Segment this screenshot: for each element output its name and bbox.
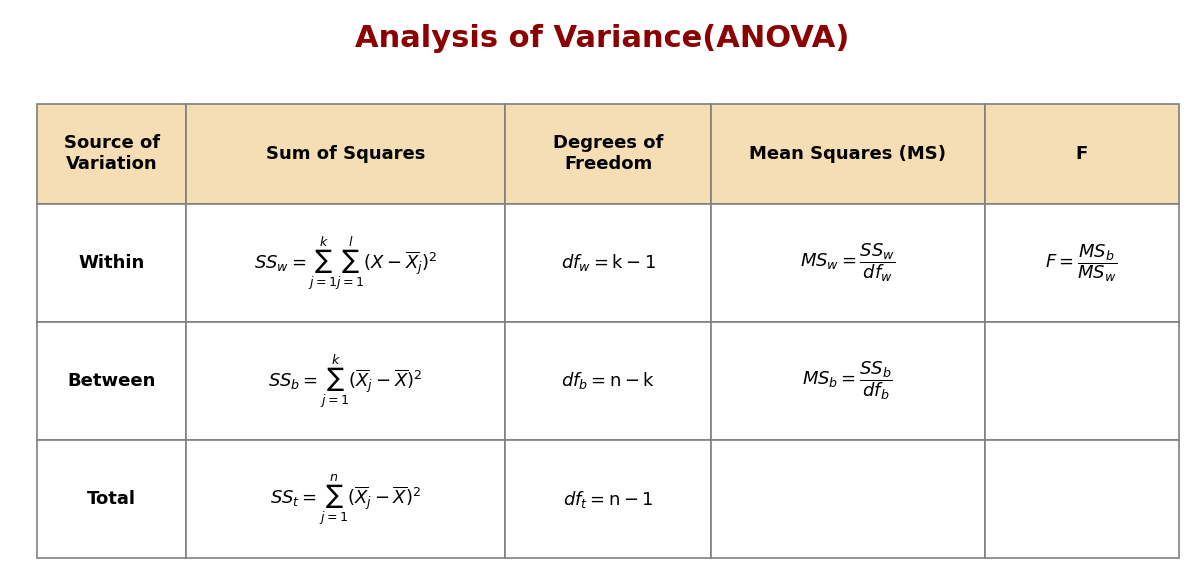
Text: $df_w = \mathrm{k} - 1$: $df_w = \mathrm{k} - 1$ [561,252,655,274]
Text: Sum of Squares: Sum of Squares [266,144,425,163]
Text: $MS_w = \dfrac{SS_w}{df_w}$: $MS_w = \dfrac{SS_w}{df_w}$ [799,242,896,284]
FancyBboxPatch shape [37,440,185,558]
FancyBboxPatch shape [37,322,185,440]
Text: Between: Between [67,372,155,390]
FancyBboxPatch shape [985,440,1179,558]
FancyBboxPatch shape [37,104,185,204]
FancyBboxPatch shape [985,104,1179,204]
FancyBboxPatch shape [37,204,185,322]
Text: Mean Squares (MS): Mean Squares (MS) [749,144,946,163]
FancyBboxPatch shape [185,322,506,440]
Text: $SS_w = \sum_{j=1}^{k}\sum_{j=1}^{l}(X-\overline{X}_j)^2$: $SS_w = \sum_{j=1}^{k}\sum_{j=1}^{l}(X-\… [254,234,437,292]
FancyBboxPatch shape [710,204,985,322]
FancyBboxPatch shape [506,440,710,558]
FancyBboxPatch shape [710,104,985,204]
Text: $SS_b = \sum_{j=1}^{k}(\overline{X}_j - \overline{X})^2$: $SS_b = \sum_{j=1}^{k}(\overline{X}_j - … [268,352,423,410]
FancyBboxPatch shape [710,440,985,558]
Text: $df_b = \mathrm{n} - \mathrm{k}$: $df_b = \mathrm{n} - \mathrm{k}$ [561,371,655,392]
Text: $MS_b = \dfrac{SS_b}{df_b}$: $MS_b = \dfrac{SS_b}{df_b}$ [802,360,893,403]
FancyBboxPatch shape [506,322,710,440]
FancyBboxPatch shape [185,104,506,204]
FancyBboxPatch shape [506,204,710,322]
FancyBboxPatch shape [185,440,506,558]
FancyBboxPatch shape [985,322,1179,440]
Text: Within: Within [78,254,144,272]
Text: $SS_t = \sum_{j=1}^{n}(\overline{X}_j - \overline{X})^2$: $SS_t = \sum_{j=1}^{n}(\overline{X}_j - … [270,472,421,526]
Text: Source of
Variation: Source of Variation [64,134,160,173]
FancyBboxPatch shape [710,322,985,440]
FancyBboxPatch shape [506,104,710,204]
Text: $F = \dfrac{MS_b}{MS_w}$: $F = \dfrac{MS_b}{MS_w}$ [1045,242,1117,284]
Text: Analysis of Variance(ANOVA): Analysis of Variance(ANOVA) [355,24,849,53]
FancyBboxPatch shape [985,204,1179,322]
Text: Degrees of
Freedom: Degrees of Freedom [553,134,663,173]
Text: $df_t = \mathrm{n} - 1$: $df_t = \mathrm{n} - 1$ [562,489,654,510]
Text: F: F [1075,144,1087,163]
Text: Total: Total [87,490,136,508]
FancyBboxPatch shape [185,204,506,322]
